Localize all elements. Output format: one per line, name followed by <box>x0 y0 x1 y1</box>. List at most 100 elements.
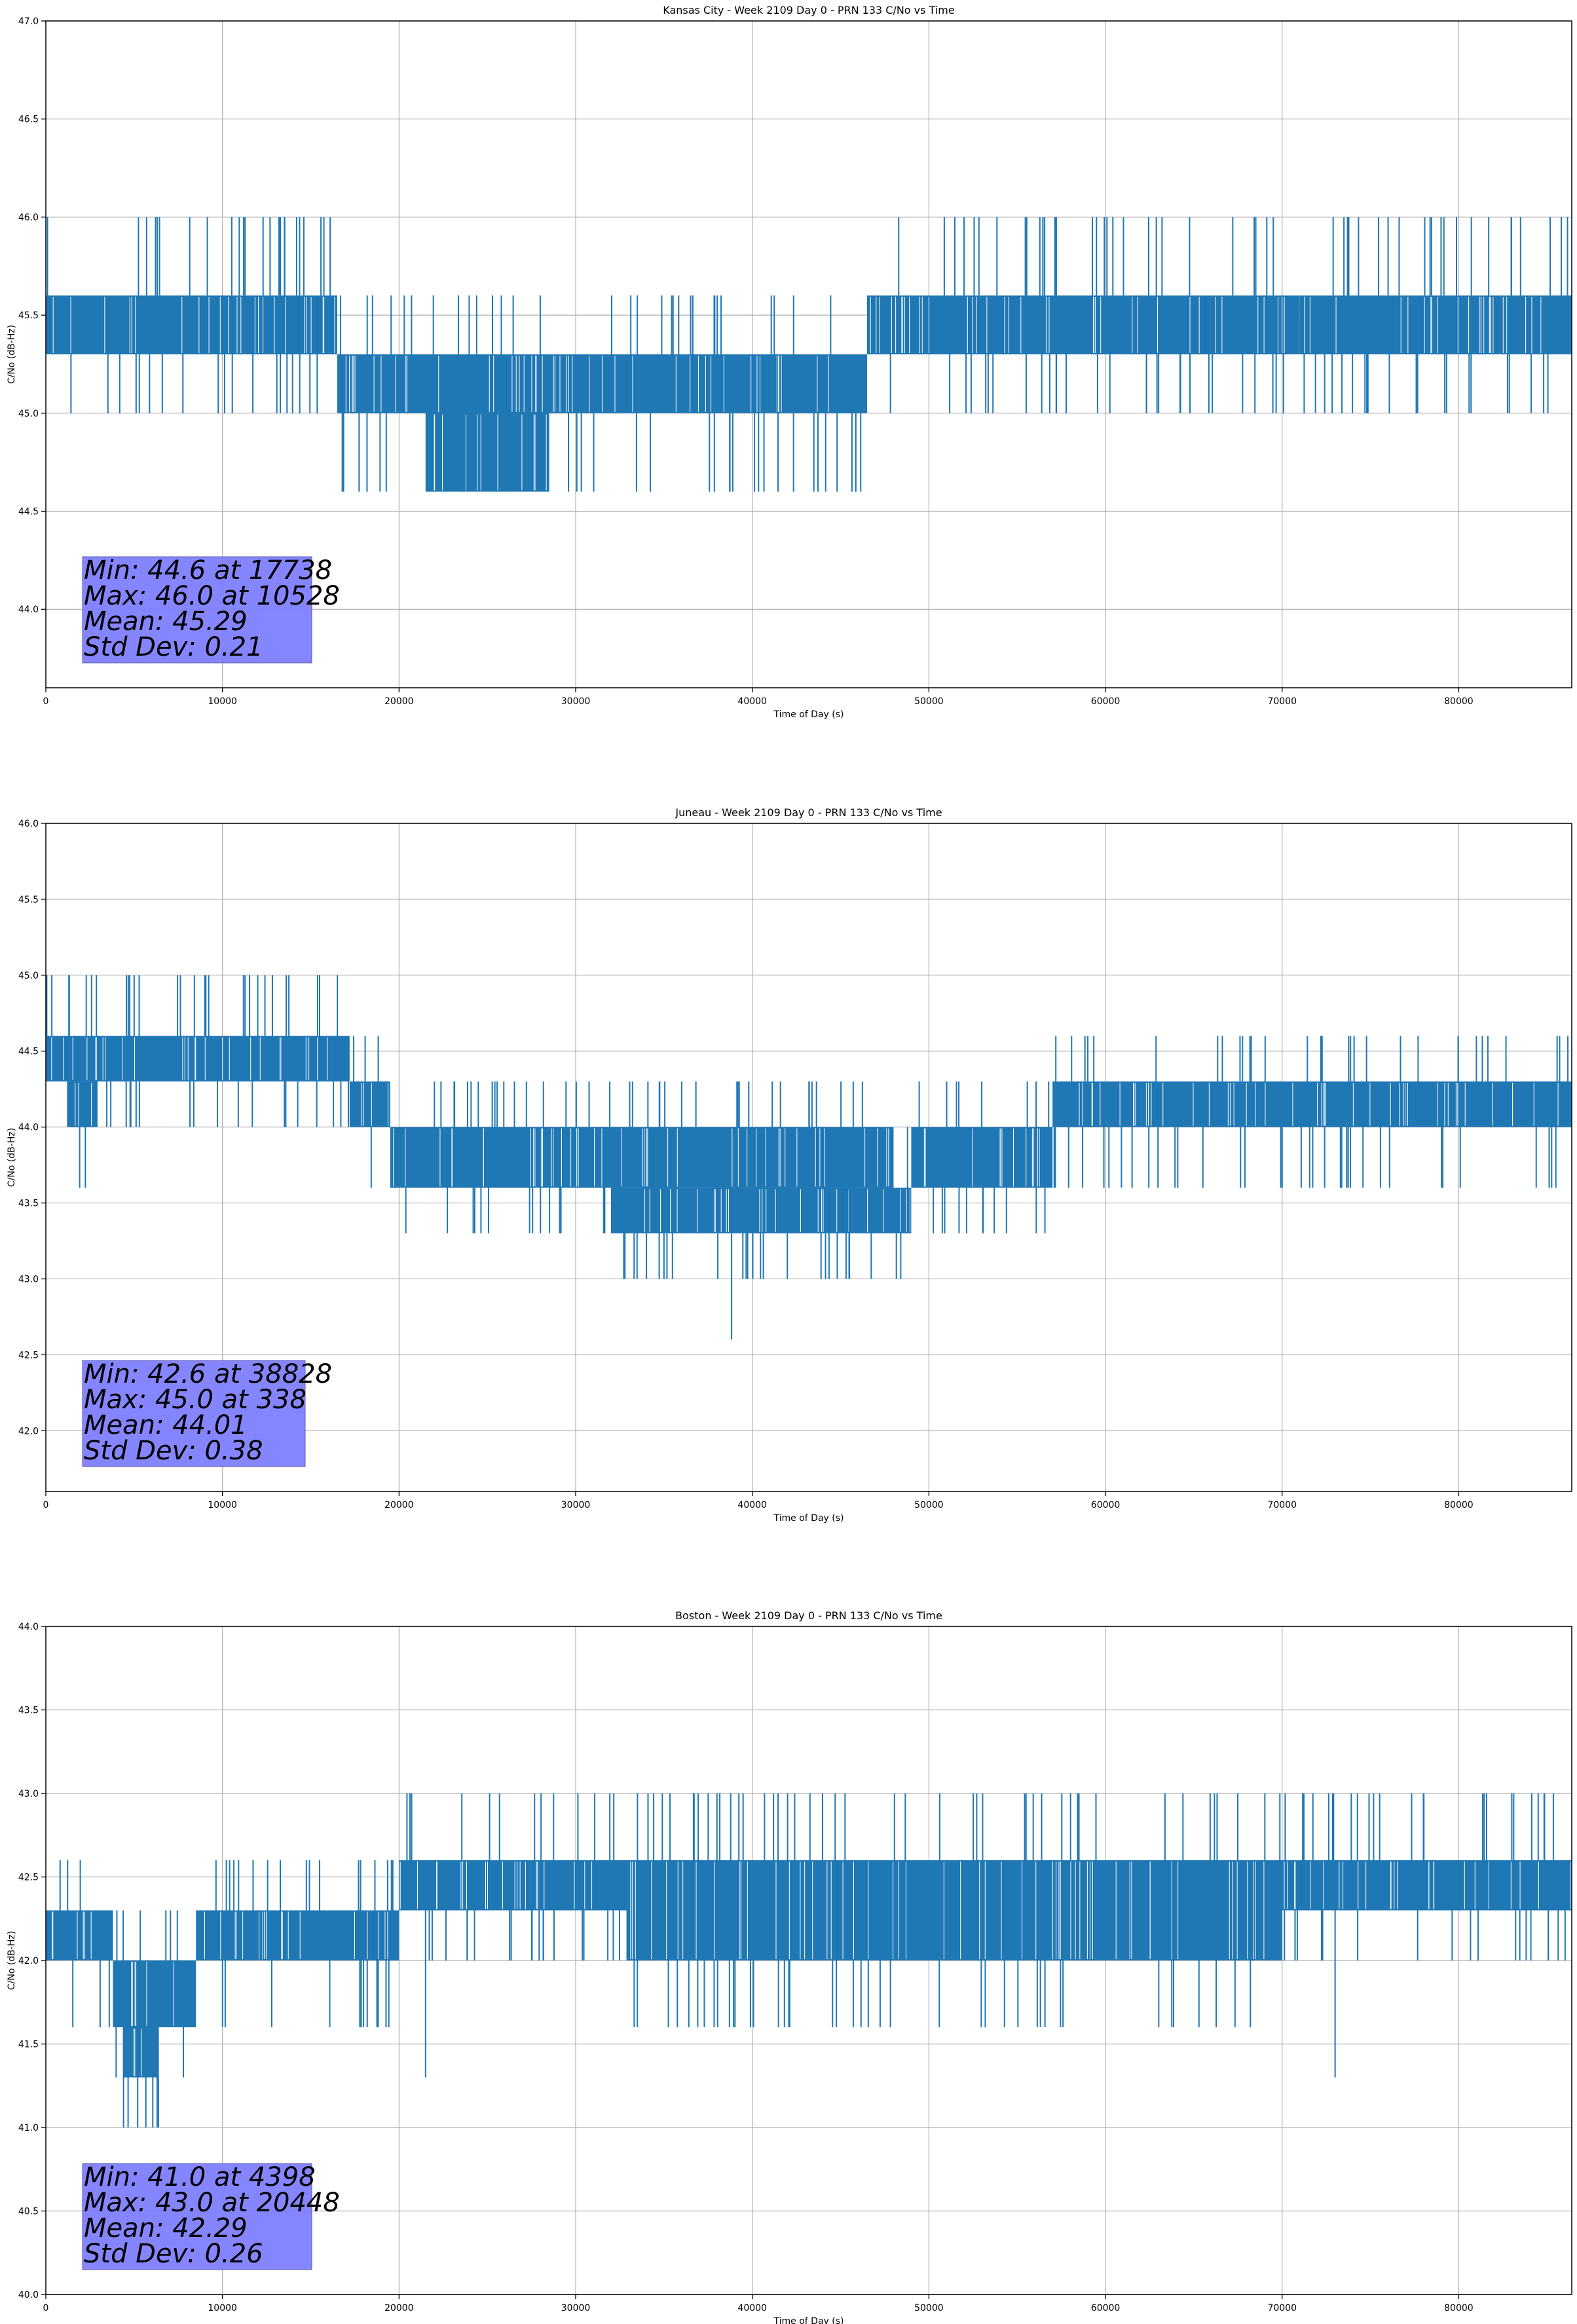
y-tick-label: 46.0 <box>18 819 39 829</box>
x-tick-label: 50000 <box>914 1500 944 1510</box>
chart-title: Boston - Week 2109 Day 0 - PRN 133 C/No … <box>675 1609 942 1622</box>
data-band <box>1282 1860 1572 1911</box>
y-tick-label: 45.0 <box>18 971 39 981</box>
data-band <box>399 1860 629 1911</box>
y-tick-label: 44.0 <box>18 605 39 615</box>
x-tick-label: 40000 <box>737 1500 767 1510</box>
x-axis-label: Time of Day (s) <box>773 709 844 720</box>
subplot-3: 0 10000 20000 30000 40000 50000 60000 70000 8000… <box>7 1609 1572 2324</box>
data-band <box>67 1081 96 1127</box>
x-tick-label: 60000 <box>1091 1500 1121 1510</box>
x-tick-label: 80000 <box>1444 696 1474 707</box>
x-tick-label: 80000 <box>1444 1500 1474 1510</box>
x-tick-label: 60000 <box>1091 2303 1121 2314</box>
data-band <box>390 1127 576 1188</box>
stats-line: Max: 46.0 at 10528 <box>84 581 340 611</box>
data-band <box>349 1081 390 1127</box>
y-tick-label: 41.0 <box>18 2123 39 2133</box>
x-tick-label: 40000 <box>737 2303 767 2314</box>
chart-title: Juneau - Week 2109 Day 0 - PRN 133 C/No … <box>675 806 942 819</box>
x-axis-label: Time of Day (s) <box>773 1513 844 1524</box>
y-tick-label: 42.5 <box>18 1350 39 1360</box>
data-band <box>628 1860 1282 1960</box>
y-axis-label: C/No (dB-Hz) <box>7 325 17 384</box>
axes-frame <box>45 20 1572 688</box>
data-band <box>196 1910 399 1960</box>
x-tick-label: 10000 <box>208 696 237 707</box>
y-tick-label: 43.5 <box>18 1706 39 1716</box>
x-tick-label: 30000 <box>561 1500 591 1510</box>
subplot-2: 0 10000 20000 30000 40000 50000 60000 70000 8000… <box>7 806 1572 1524</box>
y-tick-label: 44.5 <box>18 1047 39 1057</box>
y-tick-label: 42.5 <box>18 1873 39 1883</box>
y-axis-label: C/No (dB-Hz) <box>7 1128 17 1187</box>
y-tick-label: 40.0 <box>18 2290 39 2300</box>
x-tick-label: 30000 <box>561 2303 591 2314</box>
data-band <box>337 354 532 413</box>
stats-box <box>82 1360 306 1467</box>
data-band <box>1299 295 1572 354</box>
x-tick-label: 0 <box>43 1500 49 1510</box>
stats-line: Mean: 45.29 <box>84 607 248 637</box>
x-tick-label: 30000 <box>561 696 591 707</box>
y-tick-label: 44.0 <box>18 1622 39 1632</box>
y-tick-label: 41.5 <box>18 2040 39 2050</box>
y-tick-label: 47.0 <box>18 16 39 27</box>
x-tick-label: 10000 <box>208 2303 237 2314</box>
axes-frame <box>45 823 1572 1492</box>
y-tick-label: 44.5 <box>18 507 39 517</box>
stats-line: Std Dev: 0.21 <box>84 632 263 662</box>
y-tick-label: 45.0 <box>18 409 39 419</box>
data-band <box>46 295 337 354</box>
data-line <box>46 975 1572 1340</box>
data-band <box>46 1036 99 1082</box>
stats-line: Min: 41.0 at 4398 <box>84 2162 316 2192</box>
stats-line: Min: 42.6 at 38828 <box>84 1359 332 1389</box>
data-band <box>911 1127 1053 1188</box>
x-tick-label: 20000 <box>384 2303 414 2314</box>
x-tick-label: 50000 <box>914 696 944 707</box>
stats-line: Mean: 44.01 <box>84 1410 248 1440</box>
data-band <box>610 1188 912 1233</box>
x-tick-label: 80000 <box>1444 2303 1474 2314</box>
data-line <box>46 217 1572 492</box>
data-band <box>46 1910 113 1960</box>
y-tick-label: 43.5 <box>18 1199 39 1209</box>
y-tick-label: 43.0 <box>18 1274 39 1284</box>
stats-line: Std Dev: 0.38 <box>84 1436 263 1466</box>
y-tick-label: 44.0 <box>18 1123 39 1133</box>
data-band <box>576 1127 894 1188</box>
x-tick-label: 70000 <box>1267 2303 1297 2314</box>
stats-box <box>82 556 312 664</box>
stats-box <box>82 2163 312 2270</box>
data-band <box>425 413 549 492</box>
y-axis-label: C/No (dB-Hz) <box>7 1931 17 1990</box>
x-tick-label: 0 <box>43 2303 49 2314</box>
x-tick-label: 10000 <box>208 1500 237 1510</box>
x-tick-label: 40000 <box>737 696 767 707</box>
y-tick-label: 42.0 <box>18 1956 39 1966</box>
y-tick-label: 46.0 <box>18 212 39 223</box>
x-tick-label: 20000 <box>384 696 414 707</box>
x-tick-label: 20000 <box>384 1500 414 1510</box>
y-tick-label: 45.5 <box>18 895 39 905</box>
x-axis-label: Time of Day (s) <box>773 2316 844 2324</box>
stats-line: Max: 43.0 at 20448 <box>84 2188 340 2218</box>
x-tick-label: 50000 <box>914 2303 944 2314</box>
x-tick-label: 0 <box>43 696 49 707</box>
stats-line: Max: 45.0 at 338 <box>84 1385 306 1415</box>
y-tick-label: 45.5 <box>18 310 39 321</box>
data-band <box>1052 1081 1572 1127</box>
data-band <box>113 1960 196 2027</box>
y-tick-label: 43.0 <box>18 1789 39 1799</box>
x-tick-label: 70000 <box>1267 696 1297 707</box>
y-tick-label: 46.5 <box>18 115 39 125</box>
data-line <box>46 1793 1572 2127</box>
subplot-1: 0 10000 20000 30000 40000 50000 60000 70000 8000… <box>7 4 1572 720</box>
stats-line: Std Dev: 0.26 <box>84 2239 263 2269</box>
x-tick-label: 70000 <box>1267 1500 1297 1510</box>
stats-line: Mean: 42.29 <box>84 2213 248 2243</box>
y-tick-label: 42.0 <box>18 1426 39 1436</box>
chart-title: Kansas City - Week 2109 Day 0 - PRN 133 … <box>663 4 954 16</box>
